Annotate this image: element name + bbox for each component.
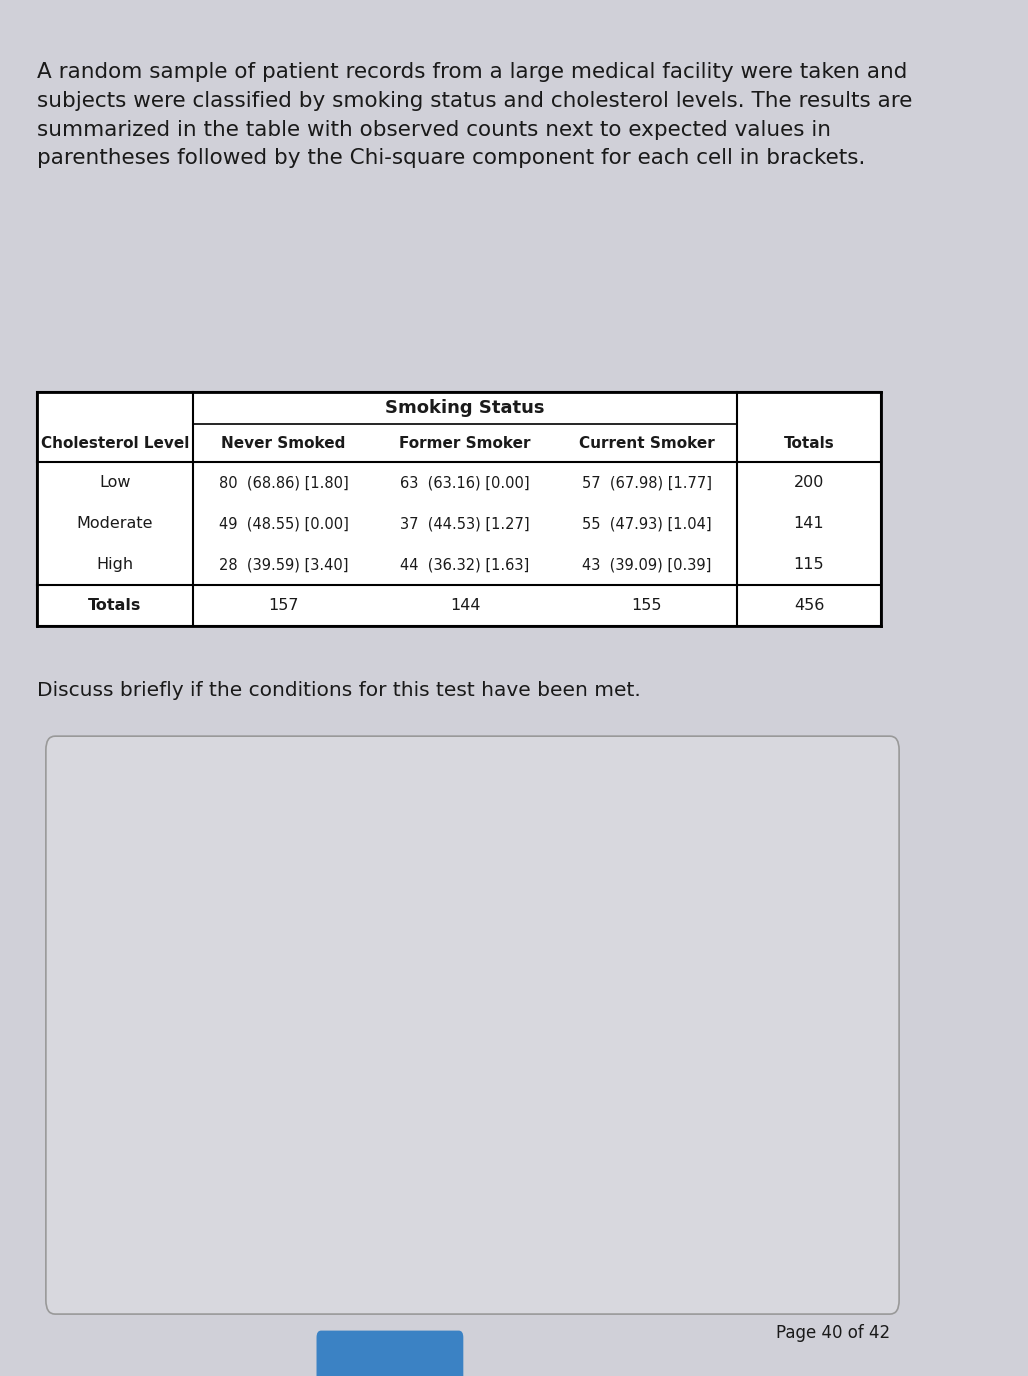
Text: 43  (39.09) [0.39]: 43 (39.09) [0.39] <box>582 557 711 572</box>
Text: Never Smoked: Never Smoked <box>221 436 345 450</box>
Text: 49  (48.55) [0.00]: 49 (48.55) [0.00] <box>219 516 348 531</box>
Text: Low: Low <box>99 475 131 490</box>
Text: Totals: Totals <box>783 436 835 450</box>
Text: Page 40 of 42: Page 40 of 42 <box>776 1324 890 1342</box>
FancyBboxPatch shape <box>37 392 881 626</box>
Text: Discuss briefly if the conditions for this test have been met.: Discuss briefly if the conditions for th… <box>37 681 640 700</box>
Text: 28  (39.59) [3.40]: 28 (39.59) [3.40] <box>219 557 348 572</box>
Text: High: High <box>97 557 134 572</box>
FancyBboxPatch shape <box>317 1331 464 1376</box>
Text: 141: 141 <box>794 516 824 531</box>
Text: 155: 155 <box>631 599 662 614</box>
Text: 144: 144 <box>450 599 480 614</box>
Text: 115: 115 <box>794 557 824 572</box>
Text: Smoking Status: Smoking Status <box>386 399 545 417</box>
Text: 456: 456 <box>794 599 824 614</box>
Text: Former Smoker: Former Smoker <box>399 436 530 450</box>
Text: 57  (67.98) [1.77]: 57 (67.98) [1.77] <box>582 475 711 490</box>
Text: Cholesterol Level: Cholesterol Level <box>40 436 189 450</box>
Text: Moderate: Moderate <box>76 516 153 531</box>
Text: Totals: Totals <box>88 599 142 614</box>
Text: 80  (68.86) [1.80]: 80 (68.86) [1.80] <box>219 475 348 490</box>
Text: Current Smoker: Current Smoker <box>579 436 714 450</box>
Text: 44  (36.32) [1.63]: 44 (36.32) [1.63] <box>401 557 529 572</box>
Text: A random sample of patient records from a large medical facility were taken and
: A random sample of patient records from … <box>37 62 912 168</box>
Text: 55  (47.93) [1.04]: 55 (47.93) [1.04] <box>582 516 711 531</box>
Text: 37  (44.53) [1.27]: 37 (44.53) [1.27] <box>400 516 529 531</box>
Text: 200: 200 <box>794 475 824 490</box>
FancyBboxPatch shape <box>46 736 900 1314</box>
Text: 157: 157 <box>268 599 299 614</box>
Text: 63  (63.16) [0.00]: 63 (63.16) [0.00] <box>400 475 529 490</box>
